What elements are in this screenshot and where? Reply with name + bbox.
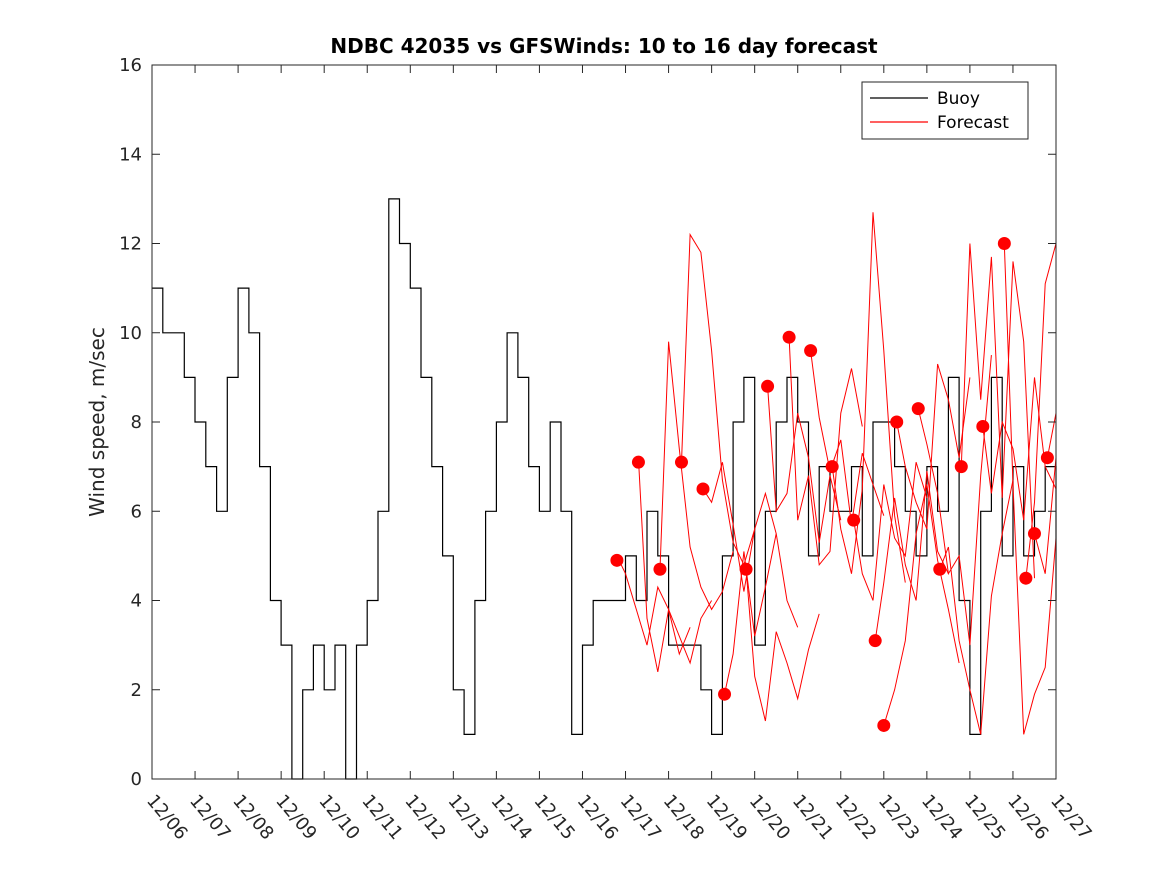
forecast-line [637, 457, 713, 672]
forecast-line [883, 484, 960, 726]
forecast-marker [997, 237, 1011, 250]
forecast-line [1046, 413, 1057, 458]
forecast-line [659, 341, 734, 611]
plot-area [152, 65, 1056, 779]
forecast-marker [696, 482, 710, 496]
forecast-marker [653, 562, 667, 576]
chart-title: NDBC 42035 vs GFSWinds: 10 to 16 day for… [330, 34, 878, 58]
forecast-marker [674, 455, 688, 469]
y-tick-label: 6 [131, 501, 142, 522]
legend-box [861, 81, 1029, 140]
forecast-marker [631, 455, 645, 469]
forecast-marker [718, 687, 732, 701]
forecast-line [767, 386, 842, 543]
forecast-series [616, 212, 1057, 735]
forecast-line [788, 337, 863, 567]
forecast-line [853, 462, 928, 601]
forecast-line [1003, 243, 1057, 735]
forecast-markers [610, 237, 1054, 732]
legend-forecast-label: Forecast [937, 113, 1009, 133]
y-axis-label: Wind speed, m/sec [85, 327, 109, 517]
forecast-marker [847, 513, 861, 527]
forecast-line [831, 212, 906, 583]
forecast-marker [868, 634, 882, 648]
forecast-line [896, 363, 971, 530]
forecast-line [616, 555, 691, 656]
forecast-line [745, 569, 820, 722]
forecast-marker [610, 553, 624, 567]
buoy-line [152, 198, 1057, 780]
forecast-marker [761, 379, 775, 393]
y-tick-label: 4 [131, 591, 142, 612]
forecast-marker [825, 460, 839, 474]
y-tick-label: 10 [119, 323, 142, 344]
forecast-marker [1019, 571, 1033, 585]
forecast-line [681, 232, 756, 567]
forecast-line [960, 243, 1035, 579]
forecast-line [702, 462, 777, 592]
legend: Buoy Forecast [861, 81, 1029, 140]
forecast-line [1025, 243, 1057, 579]
forecast-line [724, 533, 799, 695]
forecast-marker [890, 415, 904, 429]
forecast-marker [877, 718, 891, 732]
forecast-line [1034, 457, 1057, 574]
forecast-marker [933, 562, 947, 576]
forecast-marker [976, 419, 990, 433]
forecast-marker [1040, 451, 1054, 465]
forecast-marker [739, 562, 753, 576]
forecast-line [982, 377, 1057, 521]
y-tick-label: 8 [131, 412, 142, 433]
y-axis: 0 2 4 6 8 10 12 14 16 [119, 55, 1056, 790]
buoy-series [152, 198, 1057, 780]
forecast-marker [954, 460, 968, 474]
y-tick-label: 12 [119, 234, 142, 255]
y-tick-label: 0 [131, 769, 142, 790]
forecast-line [810, 350, 885, 525]
y-tick-label: 14 [119, 144, 142, 165]
y-tick-label: 2 [131, 680, 142, 701]
forecast-marker [1027, 527, 1041, 541]
forecast-marker [782, 330, 796, 344]
forecast-line [939, 479, 1014, 735]
y-tick-label: 16 [119, 55, 142, 76]
forecast-marker [804, 344, 818, 358]
legend-buoy-label: Buoy [937, 89, 980, 109]
forecast-line [917, 355, 992, 646]
forecast-marker [911, 402, 925, 416]
